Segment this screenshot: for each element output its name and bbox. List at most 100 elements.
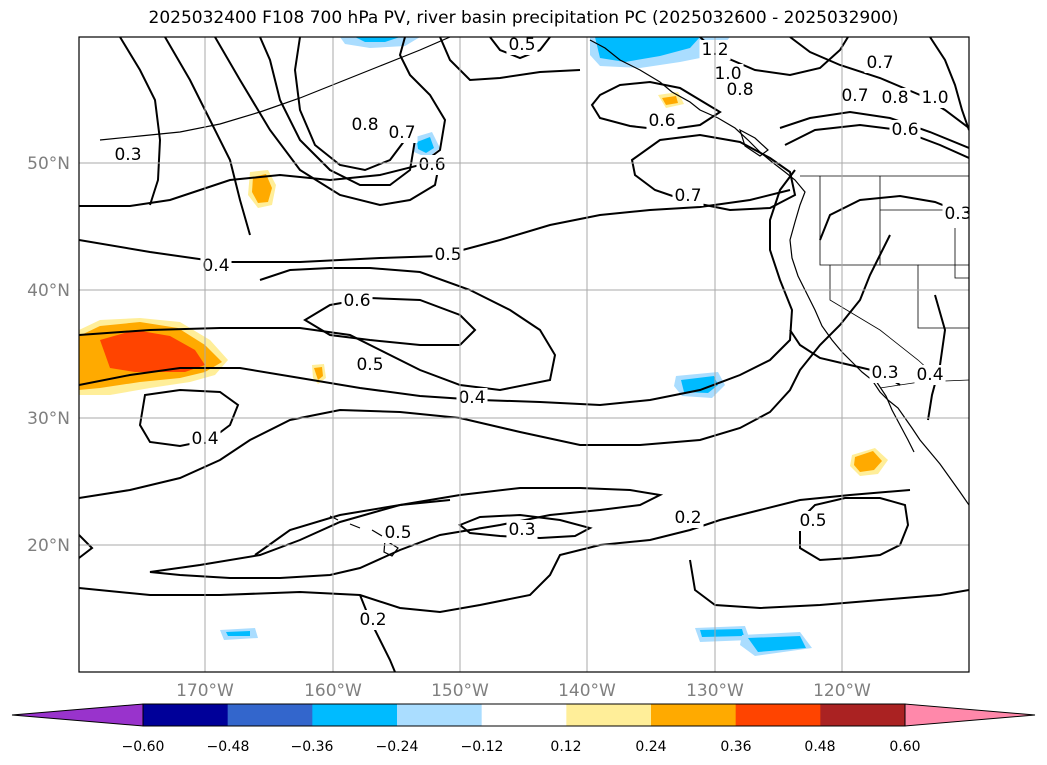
colorbar-tick-label: 0.48 (804, 739, 835, 755)
colorbar-tick-label: −0.24 (376, 739, 419, 755)
colorbar-segment (312, 704, 398, 726)
contour-label: 0.5 (384, 523, 411, 543)
contour-label: 0.4 (458, 388, 485, 408)
contour-label-backdrop (914, 365, 946, 385)
contour-line (79, 267, 557, 392)
colorbar-segments (11, 703, 1036, 727)
contour-label: 0.3 (871, 363, 898, 383)
contour-label-backdrop (416, 155, 448, 175)
map-frame (78, 36, 970, 673)
contour-label-backdrop (112, 145, 144, 165)
contour-label: 0.6 (343, 291, 370, 311)
baja-california-coastline (869, 371, 915, 453)
contour-label-backdrop (456, 388, 488, 408)
pv-contours (79, 37, 969, 672)
map-title: 2025032400 F108 700 hPa PV, river basin … (148, 8, 899, 28)
contour-label-backdrop (386, 123, 418, 143)
hawaii-islands (329, 515, 399, 557)
contour-label: 0.3 (114, 145, 141, 165)
lat-label: 40°N (27, 281, 70, 301)
lon-label: 150°W (431, 681, 489, 701)
colorbar-segment (143, 704, 229, 726)
contour-label: 0.4 (916, 365, 943, 385)
contour-label: 0.4 (202, 256, 229, 276)
colorbar-segment (651, 704, 737, 726)
colorbar-tick-label: 0.24 (635, 739, 666, 755)
contour-label-backdrop (839, 86, 871, 106)
contour-line (79, 169, 796, 407)
contour-label: 0.3 (508, 520, 535, 540)
contour-label-backdrop (357, 610, 389, 630)
precip-positive-area (662, 96, 678, 105)
contour-label: 0.6 (648, 111, 675, 131)
lat-label: 50°N (27, 154, 70, 174)
contour-label-backdrop (382, 523, 414, 543)
colorbar-frame (142, 703, 906, 727)
contour-label: 1.0 (921, 88, 948, 108)
contour-label-backdrop (889, 120, 921, 140)
contour-label: 0.2 (674, 508, 701, 528)
contour-labels: 0.5 1.2 1.0 0.8 0.7 0.8 1.0 0.7 0.6 0.3 … (112, 35, 971, 630)
colorbar-tick-labels: −0.60 −0.48 −0.36 −0.24 −0.12 0.12 0.24 … (122, 739, 921, 755)
precip-negative-area (226, 631, 250, 636)
contour-label: 0.6 (418, 155, 445, 175)
colorbar-segment (397, 704, 483, 726)
contour-label: 0.7 (388, 123, 415, 143)
precip-negative-area (595, 37, 700, 62)
contour-line (784, 123, 969, 159)
contour-label: 0.5 (799, 511, 826, 531)
north-america-coastline (589, 39, 969, 506)
colorbar-tick-label: −0.48 (207, 739, 250, 755)
contour-line (293, 37, 406, 172)
contour-line (79, 37, 447, 207)
precip-positive-area (314, 367, 323, 380)
lon-label: 170°W (176, 681, 234, 701)
contour-label-backdrop (869, 363, 901, 383)
colorbar-tick-label: 0.60 (889, 739, 920, 755)
contour-line (799, 497, 910, 562)
longitude-labels: 170°W 160°W 150°W 140°W 130°W 120°W (176, 681, 871, 701)
contour-label: 0.8 (881, 88, 908, 108)
contour-label-backdrop (797, 511, 829, 531)
precip-negative-area (748, 636, 806, 652)
colorbar-tick-label: 0.12 (550, 739, 581, 755)
precip-negative-area (355, 37, 400, 42)
contour-label: 0.3 (944, 204, 971, 224)
contour-label-backdrop (879, 88, 911, 108)
contour-label-backdrop (506, 37, 538, 55)
contour-label: 0.2 (359, 610, 386, 630)
contour-line (439, 37, 581, 82)
colorbar-tick-label: −0.60 (122, 739, 165, 755)
contour-label: 0.6 (891, 120, 918, 140)
lon-label: 120°W (813, 681, 871, 701)
contour-line (779, 110, 969, 149)
contour-label: 0.8 (351, 115, 378, 135)
precip-negative-area (681, 376, 718, 393)
contour-label: 0.5 (508, 35, 535, 55)
contour-line (149, 487, 664, 579)
colorbar-extend-high (904, 703, 1036, 727)
contour-line (929, 37, 969, 131)
precip-shading (79, 37, 888, 656)
colorbar-segment (481, 704, 567, 726)
contour-label: 0.7 (674, 186, 701, 206)
contour-line (79, 234, 891, 499)
contour-line (79, 489, 911, 614)
contour-label-backdrop (646, 111, 678, 131)
contour-label-backdrop (919, 88, 951, 108)
precip-negative-area (700, 629, 744, 637)
colorbar-segment (735, 704, 821, 726)
colorbar-tick-label: −0.12 (461, 739, 504, 755)
contour-label: 0.5 (356, 355, 383, 375)
precip-positive-area (252, 174, 272, 203)
contour-line (458, 513, 593, 540)
colorbar-segment (566, 704, 652, 726)
lon-label: 160°W (304, 681, 362, 701)
graticule (79, 37, 969, 672)
contour-label-backdrop (341, 291, 373, 311)
precip-negative-area (340, 37, 420, 48)
colorbar-extend-low (11, 703, 144, 727)
colorbar-tick-label: 0.36 (720, 739, 751, 755)
contour-line (214, 37, 441, 207)
